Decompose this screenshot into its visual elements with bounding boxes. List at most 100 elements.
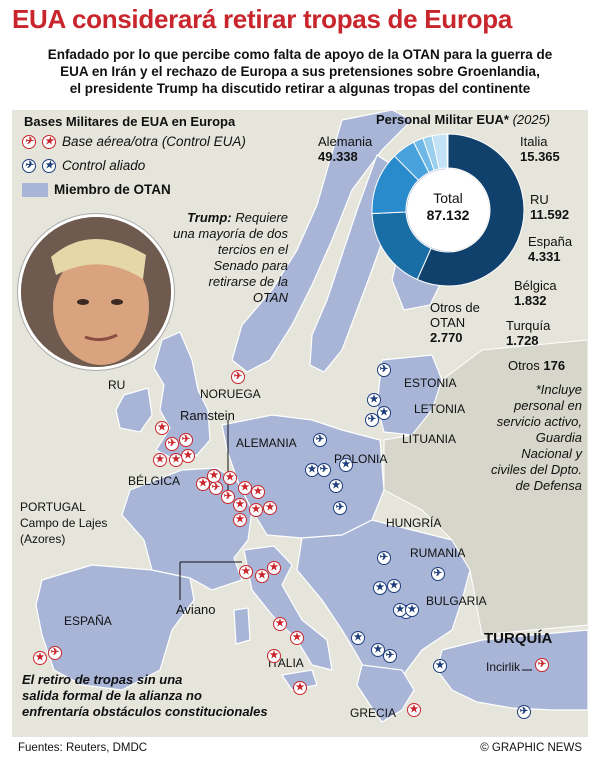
airplane-icon: ✈ [333,501,347,515]
slice-name: Otros de OTAN [430,300,480,330]
slice-name: Italia [520,134,548,149]
slice-name: Otros [508,358,540,373]
ireland-shape [115,387,153,433]
star-icon: ★ [249,503,263,517]
donut-slice-0 [416,133,525,287]
star-icon: ★ [239,565,253,579]
legend-nato-label: Miembro de OTAN [54,182,171,197]
label-turquia: TURQUÍA [484,630,553,647]
page-title: EUA considerará retirar tropas de Europa [12,4,512,34]
chart-year: (2025) [512,112,551,127]
star-icon: ★ [255,569,269,583]
warning-line-2: salida formal de la alianza no [22,688,202,703]
slice-label-espana: España 4.331 [528,234,572,264]
slice-name: Turquía [506,318,551,333]
airplane-icon: ✈ [517,705,531,719]
non-nato-east-shape [383,339,588,636]
warning-line-1: El retiro de tropas sin una [22,672,183,687]
star-icon: ★ [181,449,195,463]
donut-hole [407,169,489,251]
star-icon: ★ [207,469,221,483]
star-icon: ★ [405,603,419,617]
slice-label-belgica: Bélgica 1.832 [514,278,557,308]
star-icon: ★ [377,406,391,420]
slice-value: 176 [543,358,566,373]
subtitle: Enfadado por lo que percibe como falta d… [0,46,600,97]
label-ru: RU [108,378,126,392]
subtitle-line-2: EUA en Irán y el rechazo de Europa a sus… [60,64,540,79]
chart-title-text: Personal Militar EUA* [376,112,509,127]
label-hungria: HUNGRÍA [386,516,442,530]
label-rumania: RUMANIA [410,546,466,560]
star-icon: ★ [407,703,421,717]
airplane-icon: ✈ [377,551,391,565]
star-icon: ★ [329,479,343,493]
label-estonia: ESTONIA [404,376,457,390]
turkey-shape [436,629,588,711]
star-icon: ★ [33,651,47,665]
label-alemania: ALEMANIA [236,436,297,450]
greece-shape [356,664,415,723]
star-icon: ★ [153,453,167,467]
slice-name: Alemania [318,134,373,149]
legend-nato: Miembro de OTAN [22,182,171,197]
slice-label-otros: Otros 176 [508,358,565,373]
donut-slice-7 [446,133,449,169]
star-icon: ★ [263,501,277,515]
trump-quote: Trump: Requiere una mayoría de dos terci… [170,210,288,306]
sicily-shape [280,669,318,691]
france-shape [121,467,253,591]
total-value: 87.132 [426,207,470,223]
label-letonia: LETONIA [414,402,466,416]
airplane-icon: ✈ [377,363,391,377]
star-icon: ★ [42,134,56,149]
label-grecia: GRECIA [350,706,397,720]
legend-allied-label: Control aliado [62,158,146,173]
airplane-icon: ✈ [313,433,327,447]
star-icon: ★ [293,681,307,695]
airplane-icon: ✈ [179,433,193,447]
star-icon: ★ [373,581,387,595]
airplane-icon: ✈ [535,658,549,672]
subtitle-line-3: el presidente Trump ha discutido retirar… [69,81,531,96]
label-belgica: BÉLGICA [128,474,181,488]
star-icon: ★ [433,659,447,673]
label-lituania: LITUANIA [402,432,457,446]
star-icon: ★ [351,631,365,645]
slice-value: 4.331 [528,249,561,264]
airplane-icon: ✈ [22,158,36,173]
slice-label-italia: Italia 15.365 [520,134,560,164]
label-noruega: NORUEGA [200,387,261,401]
airplane-icon: ✈ [165,437,179,451]
label-espana: ESPAÑA [64,614,112,628]
star-icon: ★ [238,481,252,495]
airplane-icon: ✈ [365,413,379,427]
label-lajes: Campo de Lajes [20,516,108,530]
legend-us-base-label: Base aérea/otra (Control EUA) [62,134,246,149]
star-icon: ★ [387,579,401,593]
warning-text: El retiro de tropas sin una salida forma… [22,672,268,720]
balkans-shape [296,519,471,691]
footer-sources: Fuentes: Reuters, DMDC [18,742,148,754]
legend-us-base: ✈ ★ Base aérea/otra (Control EUA) [22,134,246,149]
airplane-icon: ✈ [221,490,235,504]
label-azores: (Azores) [20,532,66,546]
subtitle-line-1: Enfadado por lo que percibe como falta d… [47,47,553,62]
total-label: Total [433,190,463,206]
star-icon: ★ [367,393,381,407]
slice-label-alemania: Alemania 49.338 [318,134,372,164]
slice-value: 49.338 [318,149,358,164]
label-ramstein: Ramstein [180,408,235,423]
sardinia-shape [233,607,251,645]
slice-name: España [528,234,573,249]
trump-quote-name: Trump: [187,210,232,225]
star-icon: ★ [233,513,247,527]
label-incirlik: Incirlik [486,660,521,674]
legend-allied: ✈ ★ Control aliado [22,158,145,173]
slice-value: 1.832 [514,293,547,308]
star-icon: ★ [267,649,281,663]
footnote: *Incluye personal en servicio activo, Gu… [490,382,582,493]
trump-quote-text: Requiere una mayoría de dos tercios en e… [173,210,288,305]
star-icon: ★ [233,498,247,512]
